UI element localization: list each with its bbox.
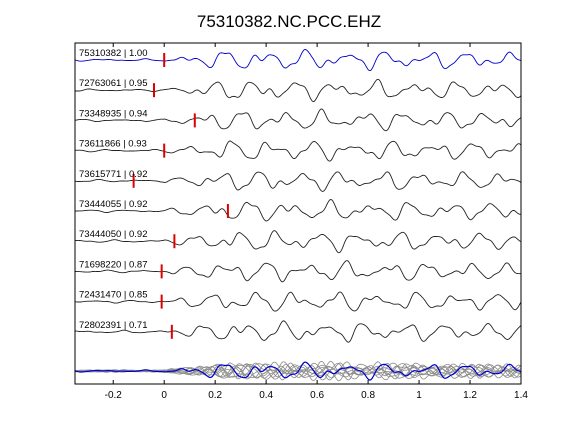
trace-label: 72431470 | 0.85 — [79, 290, 148, 301]
trace-row: 72431470 | 0.85 — [74, 290, 522, 312]
trace-row: 73611866 | 0.93 — [75, 139, 522, 162]
trace-label: 73348935 | 0.94 — [79, 108, 148, 119]
trace-waveform — [74, 171, 522, 192]
trace-waveform — [74, 199, 522, 222]
trace-label: 71698220 | 0.87 — [79, 259, 148, 270]
trace-row: 73444050 | 0.92 — [74, 229, 522, 254]
trace-label: 73444055 | 0.92 — [79, 199, 148, 210]
trace-label: 73444050 | 0.92 — [79, 229, 148, 240]
trace-label: 73611866 | 0.93 — [79, 139, 147, 150]
x-tick-label: 0 — [161, 390, 167, 401]
x-tick-label: 1 — [416, 390, 422, 401]
trace-label: 72763061 | 0.95 — [79, 78, 148, 89]
trace-waveform — [74, 230, 522, 254]
trace-waveform — [74, 49, 522, 72]
x-tick-label: 1.2 — [463, 390, 477, 401]
trace-row: 72802391 | 0.71 — [74, 320, 522, 343]
trace-row: 72763061 | 0.95 — [75, 78, 522, 102]
traces-group: 75310382 | 1.00 72763061 | 0.95 73348935 |… — [74, 48, 522, 382]
x-axis: -0.2 0 0.2 0.4 0.6 0.8 1 1.2 1.4 — [105, 43, 528, 401]
stack-waveform — [74, 361, 522, 381]
x-tick-label: 0.6 — [310, 390, 324, 401]
trace-label: 75310382 | 1.00 — [79, 48, 148, 59]
stack-master-waveform — [74, 361, 522, 381]
trace-waveform — [74, 320, 522, 343]
x-tick-label: 0.8 — [361, 390, 375, 401]
stack-row — [74, 360, 522, 382]
plot-frame — [74, 42, 522, 385]
trace-row: 75310382 | 1.00 — [74, 48, 522, 72]
trace-waveform — [74, 108, 522, 132]
trace-row: 73348935 | 0.94 — [74, 108, 522, 132]
trace-waveform — [74, 291, 522, 312]
trace-waveform — [75, 78, 522, 102]
chart-title: 75310382.NC.PCC.EHZ — [197, 12, 381, 31]
x-tick-label: 0.4 — [259, 390, 273, 401]
trace-row: 71698220 | 0.87 — [74, 259, 521, 283]
trace-row: 73615771 | 0.92 — [74, 169, 522, 192]
trace-waveform — [74, 260, 521, 283]
x-tick-label: 1.4 — [514, 390, 528, 401]
x-tick-label: 0.2 — [208, 390, 222, 401]
trace-label: 73615771 | 0.92 — [79, 169, 148, 180]
trace-label: 72802391 | 0.71 — [79, 320, 148, 331]
x-tick-label: -0.2 — [105, 390, 123, 401]
trace-waveform — [75, 140, 522, 162]
trace-row: 73444055 | 0.92 — [74, 199, 522, 222]
